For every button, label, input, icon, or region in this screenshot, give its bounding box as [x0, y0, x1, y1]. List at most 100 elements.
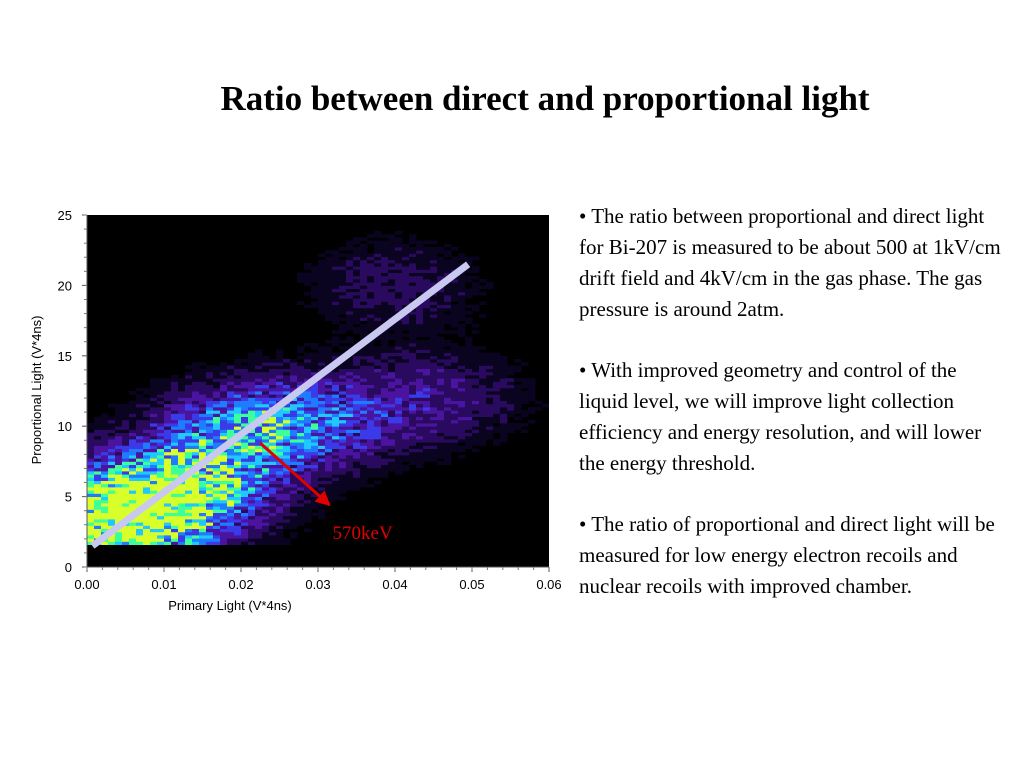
heatmap-cell — [388, 336, 396, 341]
heatmap-cell — [248, 512, 256, 517]
heatmap-cell — [227, 487, 235, 491]
heatmap-cell — [423, 435, 431, 440]
heatmap-cell — [465, 343, 473, 347]
heatmap-cell — [164, 506, 172, 510]
heatmap-cell — [339, 381, 347, 385]
heatmap-cell — [437, 330, 445, 334]
heatmap-cell — [423, 282, 431, 286]
heatmap-cell — [479, 407, 487, 411]
heatmap-cell — [325, 490, 333, 494]
heatmap-cell — [353, 240, 361, 245]
heatmap-cell — [178, 407, 186, 411]
heatmap-cell — [262, 403, 270, 408]
heatmap-cell — [423, 394, 431, 398]
heatmap-cell — [381, 448, 389, 453]
heatmap-cell — [185, 387, 193, 392]
heatmap-cell — [514, 378, 522, 382]
heatmap-cell — [108, 493, 116, 497]
heatmap-cell — [185, 410, 193, 414]
heatmap-cell — [493, 442, 501, 446]
heatmap-cell — [325, 464, 333, 469]
heatmap-cell — [304, 365, 312, 369]
heatmap-cell — [367, 269, 375, 273]
heatmap-cell — [514, 400, 522, 405]
heatmap-cell — [472, 266, 480, 270]
heatmap-cell — [444, 272, 452, 277]
heatmap-cell — [374, 346, 382, 350]
heatmap-cell — [143, 458, 151, 462]
heatmap-cell — [213, 541, 221, 545]
heatmap-cell — [514, 391, 522, 395]
heatmap-cell — [185, 487, 193, 491]
heatmap-cell — [185, 519, 193, 523]
heatmap-cell — [206, 519, 214, 523]
heatmap-cell — [276, 483, 284, 488]
heatmap-cell — [283, 496, 291, 501]
heatmap-cell — [157, 426, 165, 430]
heatmap-cell — [353, 400, 361, 405]
heatmap-cell — [255, 458, 263, 462]
heatmap-cell — [451, 282, 459, 286]
heatmap-cell — [304, 378, 312, 382]
heatmap-cell — [339, 439, 347, 443]
heatmap-cell — [437, 266, 445, 270]
heatmap-cell — [409, 359, 417, 363]
heatmap-cell — [311, 384, 319, 389]
heatmap-cell — [241, 509, 249, 513]
heatmap-cell — [150, 432, 158, 437]
heatmap-cell — [248, 525, 256, 529]
heatmap-cell — [122, 448, 130, 453]
heatmap-cell — [479, 285, 487, 289]
heatmap-cell — [472, 432, 480, 437]
heatmap-cell — [213, 378, 221, 382]
heatmap-cell — [283, 378, 291, 382]
heatmap-cell — [339, 461, 347, 465]
heatmap-cell — [283, 423, 291, 427]
heatmap-cell — [143, 464, 151, 469]
heatmap-cell — [122, 483, 130, 488]
heatmap-cell — [220, 461, 228, 465]
heatmap-cell — [409, 275, 417, 280]
heatmap-cell — [227, 522, 235, 526]
heatmap-cell — [332, 429, 340, 433]
heatmap-cell — [269, 528, 277, 533]
heatmap-cell — [220, 506, 228, 510]
heatmap-cell — [220, 439, 228, 443]
heatmap-cell — [367, 413, 375, 417]
heatmap-cell — [297, 439, 305, 443]
heatmap-cell — [234, 483, 242, 488]
heatmap-cell — [402, 410, 410, 414]
heatmap-cell — [381, 435, 389, 440]
heatmap-cell — [416, 423, 424, 427]
heatmap-cell — [297, 458, 305, 462]
heatmap-cell — [374, 445, 382, 449]
heatmap-cell — [367, 256, 375, 261]
heatmap-cell — [192, 362, 200, 366]
heatmap-cell — [185, 378, 193, 382]
heatmap-cell — [290, 407, 298, 411]
heatmap-cell — [157, 432, 165, 437]
heatmap-cell — [325, 381, 333, 385]
heatmap-cell — [430, 259, 438, 264]
heatmap-cell — [381, 295, 389, 299]
heatmap-cell — [374, 391, 382, 395]
heatmap-cell — [458, 317, 466, 321]
heatmap-cell — [507, 397, 515, 401]
heatmap-cell — [304, 493, 312, 497]
heatmap-cell — [360, 381, 368, 385]
heatmap-cell — [402, 279, 410, 283]
heatmap-cell — [444, 381, 452, 385]
heatmap-cell — [409, 320, 417, 325]
heatmap-cell — [129, 477, 137, 481]
heatmap-cell — [192, 451, 200, 456]
heatmap-cell — [500, 397, 508, 401]
heatmap-cell — [129, 458, 137, 462]
heatmap-cell — [402, 464, 410, 469]
heatmap-cell — [437, 288, 445, 293]
heatmap-cell — [437, 346, 445, 350]
heatmap-cell — [178, 423, 186, 427]
heatmap-cell — [115, 471, 123, 475]
heatmap-cell — [227, 519, 235, 523]
heatmap-cell — [248, 352, 256, 357]
heatmap-cell — [339, 477, 347, 481]
